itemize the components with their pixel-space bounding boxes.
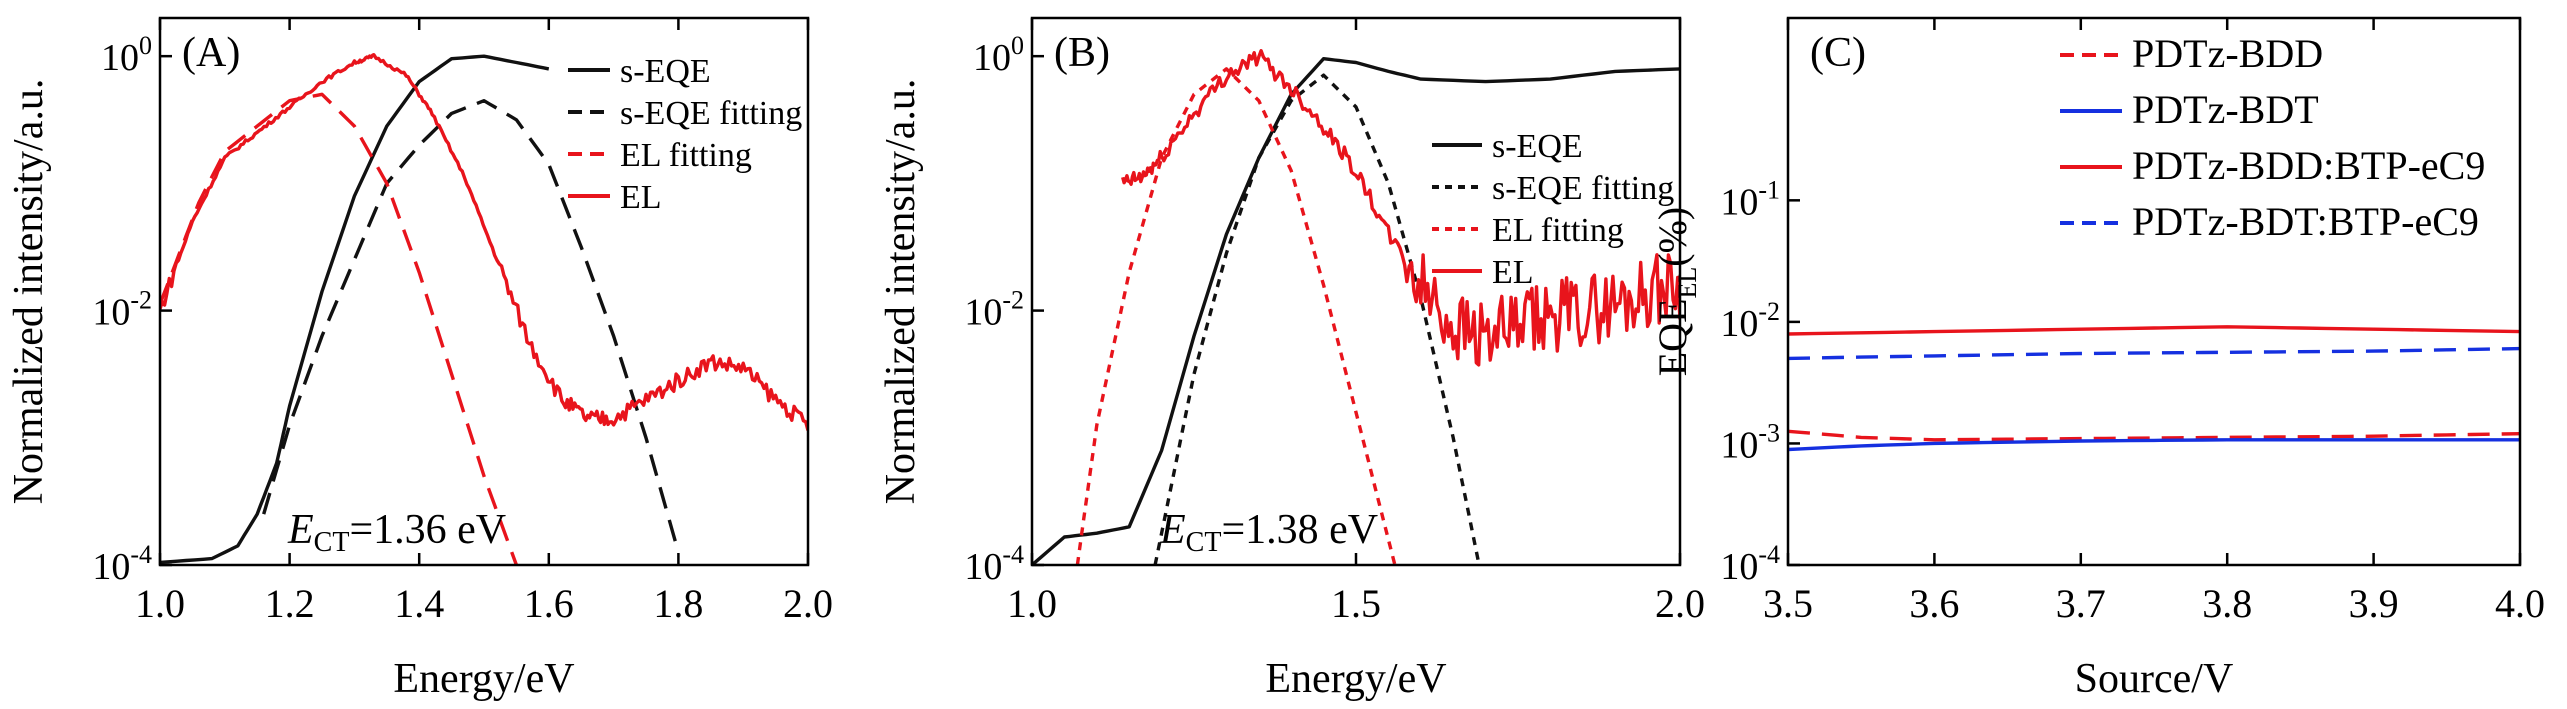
series-line-el [160,53,808,431]
ect-annotation: ECT=1.36 eV [287,507,506,558]
legend-label: s-EQE fitting [1492,170,1674,207]
legend: PDTz-BDD PDTz-BDT PDTz-BDD:BTP-eC9 PDTz-BDT… [2060,31,2485,244]
series-line-pdtz-bdd [1788,429,2520,442]
series-line-s-eqe-fitting [1153,73,1481,565]
panel-label: (A) [182,30,240,76]
y-tick-label: 10-2 [1720,297,1780,345]
legend-label: PDTz-BDD [2132,31,2323,76]
x-tick-label: 3.7 [2056,581,2106,626]
x-tick-label: 3.8 [2202,581,2252,626]
x-tick-label: 3.5 [1763,581,1813,626]
series-group [160,53,808,565]
series-line-el-fitting [1075,67,1397,565]
y-tick-label: 10-2 [964,286,1024,334]
x-tick-label: 1.5 [1331,581,1381,626]
legend-label: s-EQE [620,53,711,90]
x-tick-label: 3.9 [2349,581,2399,626]
legend-label: s-EQE fitting [620,95,802,132]
x-tick-label: 1.0 [135,581,185,626]
x-axis-label: Source/V [2075,656,2234,702]
y-axis-label: Normalized intensity/a.u. [878,79,924,505]
legend-label: s-EQE [1492,128,1583,165]
y-tick-label: 10-4 [1720,540,1780,588]
legend-label: PDTz-BDT [2132,87,2319,132]
x-axis-label: Energy/eV [393,656,574,702]
y-tick-label: 10-1 [1720,175,1780,223]
x-tick-label: 2.0 [783,581,833,626]
legend-label: EL fitting [1492,212,1624,249]
legend-label: PDTz-BDD:BTP-eC9 [2132,143,2485,188]
x-tick-label: 3.6 [1909,581,1959,626]
x-axis-label: Energy/eV [1265,656,1446,702]
y-axis-label: EQEEL(%) [1650,207,1702,377]
plot-frame [1030,16,1682,567]
series-line-el [1121,49,1680,367]
y-tick-label: 10-4 [92,540,152,588]
ect-annotation: ECT=1.38 eV [1159,507,1378,558]
legend-label: EL [1492,254,1534,291]
legend: s-EQE s-EQE fitting EL fitting EL [1432,128,1674,291]
series-line-el-fitting [160,92,518,565]
x-tick-label: 2.0 [1655,581,1705,626]
chart-panel-1: 1.0 1.2 1.4 1.6 1.8 2.0 100 10-2 10-4 Energy/eV No… [6,16,833,702]
chart-panel-3: 3.5 3.6 3.7 3.8 3.9 4.0 10-1 10-2 10-3 10-4 Source… [1650,16,2545,702]
plot-frame [1786,16,2522,567]
x-tick-label: 1.0 [1007,581,1057,626]
legend: s-EQE s-EQE fitting EL fitting EL [568,53,802,216]
plot-frame [158,16,810,567]
y-tick-label: 100 [973,31,1024,79]
series-line-s-eqe-fitting [262,99,681,553]
series-line-pdtz-bdt [1788,438,2520,452]
series-group [1788,325,2520,452]
x-tick-label: 1.8 [653,581,703,626]
y-tick-label: 10-4 [964,540,1024,588]
y-axis-label: Normalized intensity/a.u. [6,79,52,505]
legend-label: EL [620,179,662,216]
legend-label: PDTz-BDT:BTP-eC9 [2132,199,2479,244]
y-tick-label: 10-2 [92,286,152,334]
series-line-s-eqe [1032,57,1680,565]
y-tick-label: 10-3 [1720,418,1780,466]
chart-panel-2: 1.0 1.5 2.0 100 10-2 10-4 Energy/eV Normalized … [878,16,1705,702]
series-group [1032,49,1680,565]
x-tick-label: 1.4 [394,581,444,626]
series-line-s-eqe [160,54,550,565]
x-tick-label: 1.6 [524,581,574,626]
panel-label: (C) [1810,30,1866,76]
legend-label: EL fitting [620,137,752,174]
series-line-pdtz-bdd-btp-ec9 [1788,325,2520,336]
panel-label: (B) [1054,30,1110,76]
x-tick-label: 4.0 [2495,581,2545,626]
y-tick-label: 100 [101,31,152,79]
x-tick-label: 1.2 [265,581,315,626]
series-line-pdtz-bdt-btp-ec9 [1788,346,2520,361]
